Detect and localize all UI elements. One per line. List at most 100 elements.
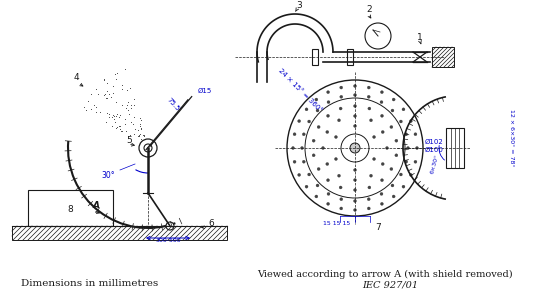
Circle shape [391, 109, 394, 112]
Circle shape [395, 154, 398, 157]
Text: 30°: 30° [101, 171, 115, 180]
Text: 5: 5 [126, 136, 132, 145]
Circle shape [326, 179, 330, 182]
Circle shape [395, 139, 398, 142]
Circle shape [339, 186, 342, 189]
Circle shape [407, 146, 409, 149]
Circle shape [354, 115, 356, 118]
Circle shape [298, 173, 301, 176]
Circle shape [380, 91, 383, 94]
Circle shape [307, 120, 311, 123]
Circle shape [354, 169, 356, 172]
Circle shape [380, 179, 384, 182]
Circle shape [380, 100, 383, 103]
Circle shape [367, 207, 370, 210]
Circle shape [326, 91, 330, 94]
Circle shape [337, 119, 341, 122]
Bar [446, 128, 464, 168]
Circle shape [380, 202, 383, 206]
Circle shape [293, 160, 296, 163]
Circle shape [350, 143, 360, 153]
Circle shape [354, 124, 356, 128]
Circle shape [300, 146, 304, 149]
Circle shape [326, 163, 329, 166]
Circle shape [316, 109, 319, 112]
Circle shape [287, 80, 423, 216]
Text: Ø102: Ø102 [425, 139, 444, 145]
Circle shape [337, 174, 341, 177]
Circle shape [312, 154, 315, 157]
Bar [432, 47, 454, 67]
Circle shape [322, 146, 324, 149]
Text: Ø15: Ø15 [198, 88, 212, 94]
Circle shape [166, 222, 174, 230]
Circle shape [354, 188, 356, 191]
Circle shape [390, 167, 393, 170]
Circle shape [326, 114, 330, 117]
Circle shape [370, 119, 372, 122]
Circle shape [373, 158, 376, 160]
Circle shape [305, 98, 405, 198]
Circle shape [409, 120, 413, 123]
Circle shape [315, 98, 318, 101]
Circle shape [317, 167, 320, 170]
Circle shape [316, 184, 319, 187]
Circle shape [365, 23, 391, 49]
Circle shape [354, 85, 356, 88]
Circle shape [298, 120, 301, 123]
Circle shape [354, 178, 356, 182]
Circle shape [368, 107, 371, 110]
Circle shape [381, 130, 384, 134]
Circle shape [326, 130, 329, 134]
Circle shape [390, 125, 393, 128]
Circle shape [335, 158, 337, 160]
Circle shape [367, 95, 370, 98]
Text: 3: 3 [296, 1, 302, 10]
Circle shape [415, 146, 419, 149]
Circle shape [293, 133, 296, 136]
Text: 2: 2 [366, 5, 372, 14]
Text: Viewed according to arrow A (with shield removed): Viewed according to arrow A (with shield… [257, 270, 513, 279]
Circle shape [144, 144, 152, 152]
Text: 300-500: 300-500 [155, 238, 181, 243]
Circle shape [340, 207, 343, 210]
Circle shape [326, 202, 330, 206]
Circle shape [402, 185, 405, 188]
Circle shape [302, 133, 305, 136]
Circle shape [339, 107, 342, 110]
Circle shape [292, 146, 294, 149]
Text: Ø100: Ø100 [425, 147, 444, 153]
Circle shape [405, 160, 408, 163]
Circle shape [327, 192, 330, 195]
Bar [312, 49, 318, 65]
Text: 6×30°: 6×30° [430, 153, 440, 174]
Circle shape [305, 185, 308, 188]
Circle shape [340, 198, 343, 201]
Text: 75.5: 75.5 [166, 97, 181, 112]
Circle shape [354, 94, 356, 97]
Circle shape [414, 160, 417, 163]
Circle shape [315, 195, 318, 198]
Circle shape [307, 173, 311, 176]
Circle shape [380, 114, 384, 117]
Circle shape [399, 173, 402, 176]
Text: A: A [93, 201, 100, 210]
Circle shape [392, 195, 395, 198]
Text: 4: 4 [74, 73, 80, 82]
Text: Dimensions in millimetres: Dimensions in millimetres [21, 279, 159, 288]
Text: 15 15 15: 15 15 15 [323, 221, 350, 226]
Circle shape [380, 192, 383, 195]
Circle shape [367, 198, 370, 201]
Circle shape [139, 139, 157, 157]
Circle shape [391, 184, 394, 187]
Circle shape [370, 174, 372, 177]
Text: 6: 6 [208, 219, 214, 228]
Circle shape [317, 125, 320, 128]
Circle shape [327, 100, 330, 103]
Bar [347, 49, 353, 65]
Circle shape [399, 120, 402, 123]
Circle shape [381, 163, 384, 166]
Text: 12 × 6×30° = 78°: 12 × 6×30° = 78° [510, 109, 514, 167]
Circle shape [335, 136, 337, 139]
Circle shape [367, 86, 370, 89]
